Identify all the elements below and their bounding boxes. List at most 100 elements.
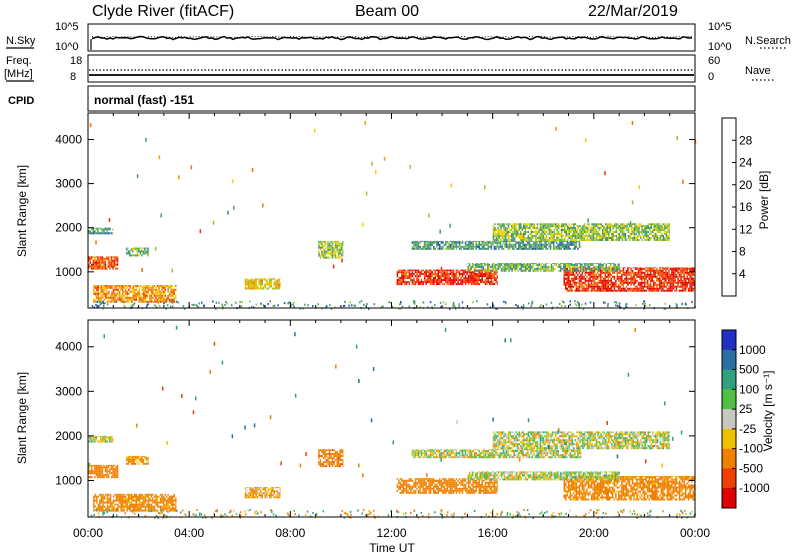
power-cell <box>644 231 646 233</box>
velocity-cell <box>134 499 136 502</box>
power-speckle <box>222 305 224 308</box>
power-speckle <box>607 303 609 305</box>
power-point <box>484 185 486 190</box>
power-cell <box>165 285 168 287</box>
power-cell <box>576 263 579 264</box>
power-cell <box>666 273 669 276</box>
power-cell <box>414 275 417 278</box>
power-cell <box>620 225 622 228</box>
power-cell <box>436 275 438 278</box>
power-cell <box>517 269 519 272</box>
nsearch-label: N.Search <box>745 35 791 47</box>
power-cell <box>405 273 408 276</box>
power-cell <box>398 281 400 284</box>
power-cell <box>162 292 165 295</box>
power-cell <box>339 248 341 251</box>
power-cell <box>557 237 560 239</box>
power-cell <box>662 277 664 280</box>
velocity-cell <box>105 501 107 504</box>
power-cell <box>565 273 567 276</box>
power-cell <box>126 286 128 289</box>
velocity-cell <box>132 505 134 508</box>
power-cell <box>276 283 279 286</box>
power-cell <box>645 267 647 269</box>
velocity-cell <box>172 503 174 506</box>
power-cell <box>637 267 640 270</box>
velocity-cell <box>128 507 130 510</box>
power-cell <box>521 237 523 239</box>
power-cell <box>109 294 112 297</box>
power-cell <box>140 300 142 303</box>
power-cell <box>539 243 541 246</box>
power-cell <box>425 273 427 276</box>
power-cell <box>598 279 600 282</box>
velocity-cell <box>144 501 147 504</box>
power-speckle <box>615 304 617 307</box>
power-cell <box>88 259 90 262</box>
power-cell <box>461 271 464 274</box>
power-cell <box>489 271 491 274</box>
power-cell <box>342 240 344 243</box>
velocity-cell <box>91 466 93 469</box>
power-cell <box>536 241 538 244</box>
power-cell <box>321 254 323 257</box>
power-cell <box>411 271 414 274</box>
power-cell <box>496 243 499 246</box>
velocity-cell <box>131 501 133 504</box>
power-cell <box>640 277 643 280</box>
power-cell <box>436 269 438 272</box>
power-cell <box>331 242 334 245</box>
power-cell <box>470 269 472 272</box>
velocity-cell <box>139 458 142 461</box>
power-cell <box>486 283 488 286</box>
power-cell <box>94 230 96 233</box>
power-cell <box>477 283 479 286</box>
velocity-cell <box>172 497 174 500</box>
power-cell <box>674 277 676 280</box>
power-cell <box>518 223 520 226</box>
power-cell <box>474 283 476 286</box>
velocity-cell <box>131 503 133 506</box>
velocity-cell <box>330 457 332 460</box>
power-cell <box>439 275 441 278</box>
power-cell <box>547 239 549 241</box>
power-cell <box>662 285 664 288</box>
velocity-cell <box>134 503 136 506</box>
power-cell <box>667 237 669 239</box>
velocity-cell <box>135 462 137 465</box>
power-cell <box>405 283 408 286</box>
power-cell <box>619 267 620 270</box>
power-cell <box>633 239 636 241</box>
power-cell <box>429 279 432 282</box>
power-cell <box>442 283 444 286</box>
power-cell <box>109 228 111 231</box>
power-cell <box>651 279 653 282</box>
power-cell <box>616 265 618 268</box>
power-cell <box>587 281 590 284</box>
power-cell <box>417 271 420 274</box>
power-cell <box>599 289 602 292</box>
power-cell <box>559 229 561 231</box>
power-cell <box>592 237 595 239</box>
power-cell <box>439 277 441 280</box>
power-cell <box>630 227 633 229</box>
power-cell <box>642 225 645 228</box>
power-cell <box>467 283 470 286</box>
power-cell <box>671 277 673 280</box>
power-cell <box>661 229 663 231</box>
power-cell <box>483 243 485 246</box>
power-cell <box>541 239 543 241</box>
power-cell <box>663 279 666 282</box>
power-cell <box>484 283 487 286</box>
velocity-cell <box>109 440 111 443</box>
power-cell <box>531 263 533 264</box>
power-cell <box>318 244 320 247</box>
power-cell <box>458 245 461 248</box>
power-cell <box>500 229 502 231</box>
power-cell <box>506 263 509 266</box>
power-cell <box>609 227 611 229</box>
power-cell <box>691 281 693 284</box>
power-cell <box>629 235 631 237</box>
velocity-cell <box>253 490 256 493</box>
power-speckle <box>272 305 274 308</box>
